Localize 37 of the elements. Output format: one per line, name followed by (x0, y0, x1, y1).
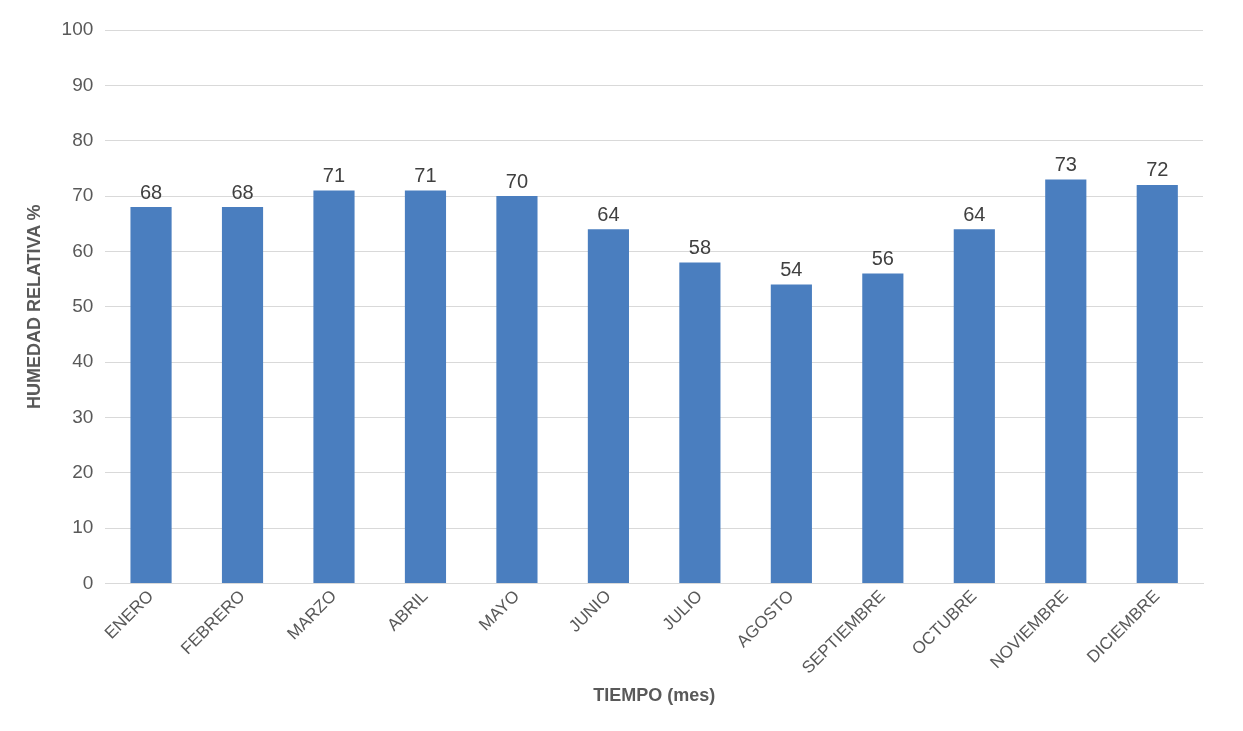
data-label: 70 (505, 169, 529, 192)
bar (496, 196, 538, 583)
bar (221, 207, 264, 583)
y-tick-label: 60 (72, 239, 94, 261)
data-label: 58 (688, 235, 712, 258)
data-label: 54 (780, 258, 803, 281)
y-tick-label: 50 (72, 294, 94, 316)
data-label: 64 (597, 202, 620, 225)
bar (953, 229, 995, 583)
data-label: 73 (1054, 152, 1077, 175)
y-tick-label: 90 (72, 73, 94, 95)
bar (679, 262, 721, 583)
y-tick-label: 100 (61, 18, 94, 40)
bar (862, 273, 904, 583)
data-label: 71 (322, 164, 346, 187)
y-tick-label: 30 (72, 405, 94, 427)
y-tick-label: 80 (72, 128, 94, 150)
bar (404, 190, 447, 583)
y-tick-label: 40 (72, 350, 94, 372)
data-label: 72 (1146, 158, 1169, 181)
bar (1136, 184, 1178, 583)
data-label: 71 (414, 164, 437, 187)
bar (313, 190, 355, 583)
data-label: 68 (139, 180, 163, 203)
data-label: 56 (871, 247, 894, 270)
data-label: 68 (231, 180, 254, 203)
bar (130, 207, 172, 583)
y-tick-label: 0 (82, 571, 94, 593)
y-tick-label: 70 (72, 184, 94, 206)
x-axis-title: TIEMPO (mes) (593, 685, 716, 706)
y-tick-label: 10 (72, 516, 94, 538)
bar (1045, 179, 1087, 583)
bar (587, 229, 629, 583)
data-label: 64 (963, 202, 986, 225)
y-tick-label: 20 (72, 461, 94, 483)
bar (770, 284, 812, 583)
y-axis-title: HUMEDAD RELATIVA % (23, 204, 44, 410)
